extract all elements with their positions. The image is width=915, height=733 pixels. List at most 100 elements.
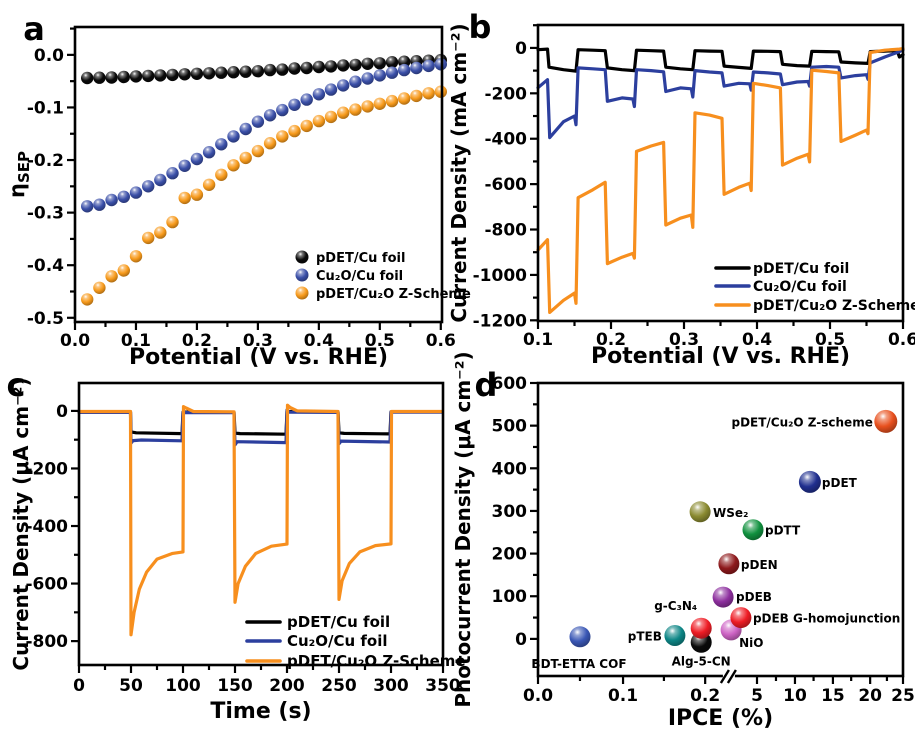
legend-label-pdet-cu-o-z-scheme: pDET/Cu₂O Z-Scheme bbox=[753, 298, 915, 314]
panel-c-xlabel: Time (s) bbox=[210, 699, 311, 724]
x-tick-label: 250 bbox=[321, 676, 357, 696]
panel-c-ylabel: Current Density (μA cm⁻²) bbox=[9, 377, 33, 670]
point-pden bbox=[718, 553, 740, 575]
panel-letter-d: d bbox=[475, 366, 498, 404]
x-tick-label: 0.0 bbox=[60, 331, 90, 351]
legend-marker-pdet-cu-o-z-scheme bbox=[295, 286, 309, 300]
legend-label-pdet-cu-foil: pDET/Cu foil bbox=[287, 613, 390, 631]
y-tick-label: -200 bbox=[25, 459, 68, 479]
panel-c: c 0 50 100 150 200 250 300 350 0 -200 -400 -600 -800 T… bbox=[7, 366, 466, 724]
panel-b-curve-pdet-cu-o-z-scheme bbox=[536, 47, 905, 314]
x-tick-label: 20 bbox=[858, 686, 882, 706]
y-tick-label: -400 bbox=[25, 517, 68, 537]
x-tick-label: 25 bbox=[891, 686, 915, 706]
legend-label-pdet-cu-foil: pDET/Cu foil bbox=[753, 261, 849, 277]
legend-label-cu-o-cu-foil: Cu₂O/Cu foil bbox=[287, 632, 388, 650]
y-tick-label: 0 bbox=[515, 39, 527, 59]
legend-label-cu-o-cu-foil: Cu₂O/Cu foil bbox=[753, 279, 847, 295]
point-pteb bbox=[664, 625, 686, 646]
panel-b: b 0.1 0.2 0.3 0.4 0.5 0.6 0 -200 -400 -600 -800 -100… bbox=[447, 8, 915, 369]
label-alg-5-cn: Alg-5-CN bbox=[672, 654, 731, 668]
x-tick-label: 10 bbox=[783, 686, 807, 706]
panel-d-frame bbox=[536, 381, 905, 678]
label-g-c-n: g-C₃N₄ bbox=[654, 599, 697, 613]
x-tick-label: 15 bbox=[821, 686, 845, 706]
x-axis-break-gap bbox=[722, 673, 735, 680]
legend-marker-pdet-cu-foil bbox=[295, 250, 309, 264]
x-tick-label: 0 bbox=[73, 676, 85, 696]
x-tick-label: 300 bbox=[373, 676, 409, 696]
point-g-c-n bbox=[690, 617, 712, 639]
point-pdeb bbox=[712, 586, 734, 608]
x-tick-label: 150 bbox=[217, 676, 253, 696]
x-tick-label: 350 bbox=[425, 676, 461, 696]
x-tick-label: 0.2 bbox=[596, 330, 626, 350]
point-pdet-cu-o-z-scheme bbox=[874, 409, 898, 433]
panel-a: a0.0 0.1 0.2 0.3 0.4 0.5 0.60.0-0.1-0.2-0.3-0.… bbox=[5, 10, 471, 370]
y-tick-label: -600 bbox=[25, 575, 68, 595]
point-pdet bbox=[798, 470, 821, 493]
x-tick-label: 0.6 bbox=[888, 330, 915, 350]
x-tick-label: 0.0 bbox=[523, 686, 553, 706]
label-pdet-cu-o-z-scheme: pDET/Cu₂O Z-scheme bbox=[731, 415, 872, 429]
panel-b-xlabel: Potential (V vs. RHE) bbox=[591, 344, 850, 369]
label-pden: pDEN bbox=[741, 558, 778, 572]
y-tick-label: 0 bbox=[515, 630, 527, 650]
x-tick-label: 0.3 bbox=[669, 330, 699, 350]
panel-b-ylabel: Current Density (mA cm⁻²) bbox=[447, 23, 471, 322]
legend-label-pdet-cu-foil: pDET/Cu foil bbox=[316, 251, 405, 266]
y-tick-label: -0.3 bbox=[27, 204, 64, 224]
label-pdtt: pDTT bbox=[765, 524, 801, 538]
y-tick-label: -800 bbox=[25, 632, 68, 652]
x-tick-label: 0.2 bbox=[690, 686, 720, 706]
label-pdet: pDET bbox=[822, 476, 858, 490]
y-tick-label: 500 bbox=[492, 417, 528, 437]
x-tick-label: 0.2 bbox=[182, 331, 212, 351]
x-tick-label: 0.1 bbox=[121, 331, 151, 351]
panel-letter-c: c bbox=[7, 366, 26, 404]
x-tick-label: 0.1 bbox=[608, 686, 638, 706]
y-tick-label: -0.2 bbox=[27, 151, 64, 171]
x-tick-label: 0.3 bbox=[243, 331, 273, 351]
y-tick-label: 300 bbox=[492, 502, 528, 522]
y-tick-label: -200 bbox=[484, 84, 527, 104]
x-tick-label: 0.4 bbox=[742, 330, 772, 350]
x-tick-label: 100 bbox=[165, 676, 201, 696]
panel-d-ylabel: Photocurrent Density (μA cm⁻²) bbox=[451, 351, 475, 707]
point-wse bbox=[689, 501, 711, 523]
y-tick-label: 600 bbox=[492, 374, 528, 394]
panel-b-legend: pDET/Cu foil Cu₂O/Cu foil pDET/Cu₂O Z-Sche… bbox=[714, 261, 915, 314]
x-tick-label: 0.6 bbox=[426, 331, 456, 351]
panel-a-ylabel: ηSEP bbox=[5, 151, 33, 198]
y-tick-label: 400 bbox=[492, 459, 528, 479]
y-tick-label: -1200 bbox=[473, 311, 528, 331]
y-tick-label: -600 bbox=[484, 175, 527, 195]
x-tick-label: 200 bbox=[269, 676, 305, 696]
label-pdeb-g-homojunction: pDEB G-homojunction bbox=[753, 612, 900, 626]
panel-c-curve-cu-o-cu-foil bbox=[77, 408, 444, 447]
legend-label-pdet-cu-o-z-scheme: pDET/Cu₂O Z-Scheme bbox=[316, 287, 471, 302]
x-tick-label: 0.5 bbox=[815, 330, 845, 350]
y-tick-label: 200 bbox=[492, 545, 528, 565]
label-nio: NiO bbox=[739, 636, 763, 650]
label-wse: WSe₂ bbox=[713, 506, 748, 520]
x-tick-label: 50 bbox=[119, 676, 143, 696]
point-pdeb-g-homojunction bbox=[730, 607, 752, 629]
y-tick-label: 0.0 bbox=[34, 46, 64, 66]
label-bdt-etta-cof: BDT-ETTA COF bbox=[531, 657, 626, 671]
panel-a-xlabel: Potential (V vs. RHE) bbox=[129, 345, 388, 370]
label-pteb: pTEB bbox=[628, 629, 662, 643]
y-tick-label: -400 bbox=[484, 130, 527, 150]
x-tick-label: 0.1 bbox=[523, 330, 553, 350]
panel-b-curve-pdet-cu-foil bbox=[536, 47, 905, 73]
y-tick-label: 100 bbox=[492, 587, 528, 607]
panel-c-curve-pdet-cu-o-z-scheme bbox=[77, 403, 444, 637]
panel-c-curve-pdet-cu-foil bbox=[77, 409, 444, 436]
legend-marker-cu-o-cu-foil bbox=[295, 268, 309, 282]
x-axis-break-slash bbox=[726, 669, 737, 684]
point-pdtt bbox=[742, 519, 764, 541]
